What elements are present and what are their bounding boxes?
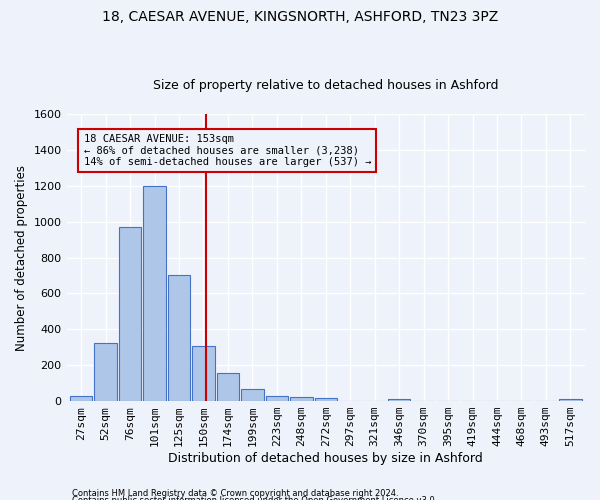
Bar [314, 398, 337, 401]
Text: 18 CAESAR AVENUE: 153sqm
← 86% of detached houses are smaller (3,238)
14% of sem: 18 CAESAR AVENUE: 153sqm ← 86% of detach… [83, 134, 371, 167]
Bar [70, 396, 92, 401]
Bar [143, 186, 166, 401]
Bar [266, 396, 288, 401]
Bar [559, 399, 581, 401]
Bar [290, 398, 313, 401]
Bar [94, 343, 117, 401]
Bar [241, 388, 263, 401]
Text: Contains HM Land Registry data © Crown copyright and database right 2024.: Contains HM Land Registry data © Crown c… [72, 488, 398, 498]
Title: Size of property relative to detached houses in Ashford: Size of property relative to detached ho… [153, 79, 499, 92]
Text: Contains public sector information licensed under the Open Government Licence v3: Contains public sector information licen… [72, 496, 437, 500]
Bar [192, 346, 215, 401]
Y-axis label: Number of detached properties: Number of detached properties [15, 164, 28, 350]
Bar [119, 227, 142, 401]
Text: 18, CAESAR AVENUE, KINGSNORTH, ASHFORD, TN23 3PZ: 18, CAESAR AVENUE, KINGSNORTH, ASHFORD, … [102, 10, 498, 24]
Bar [168, 276, 190, 401]
X-axis label: Distribution of detached houses by size in Ashford: Distribution of detached houses by size … [169, 452, 483, 465]
Bar [388, 399, 410, 401]
Bar [217, 374, 239, 401]
